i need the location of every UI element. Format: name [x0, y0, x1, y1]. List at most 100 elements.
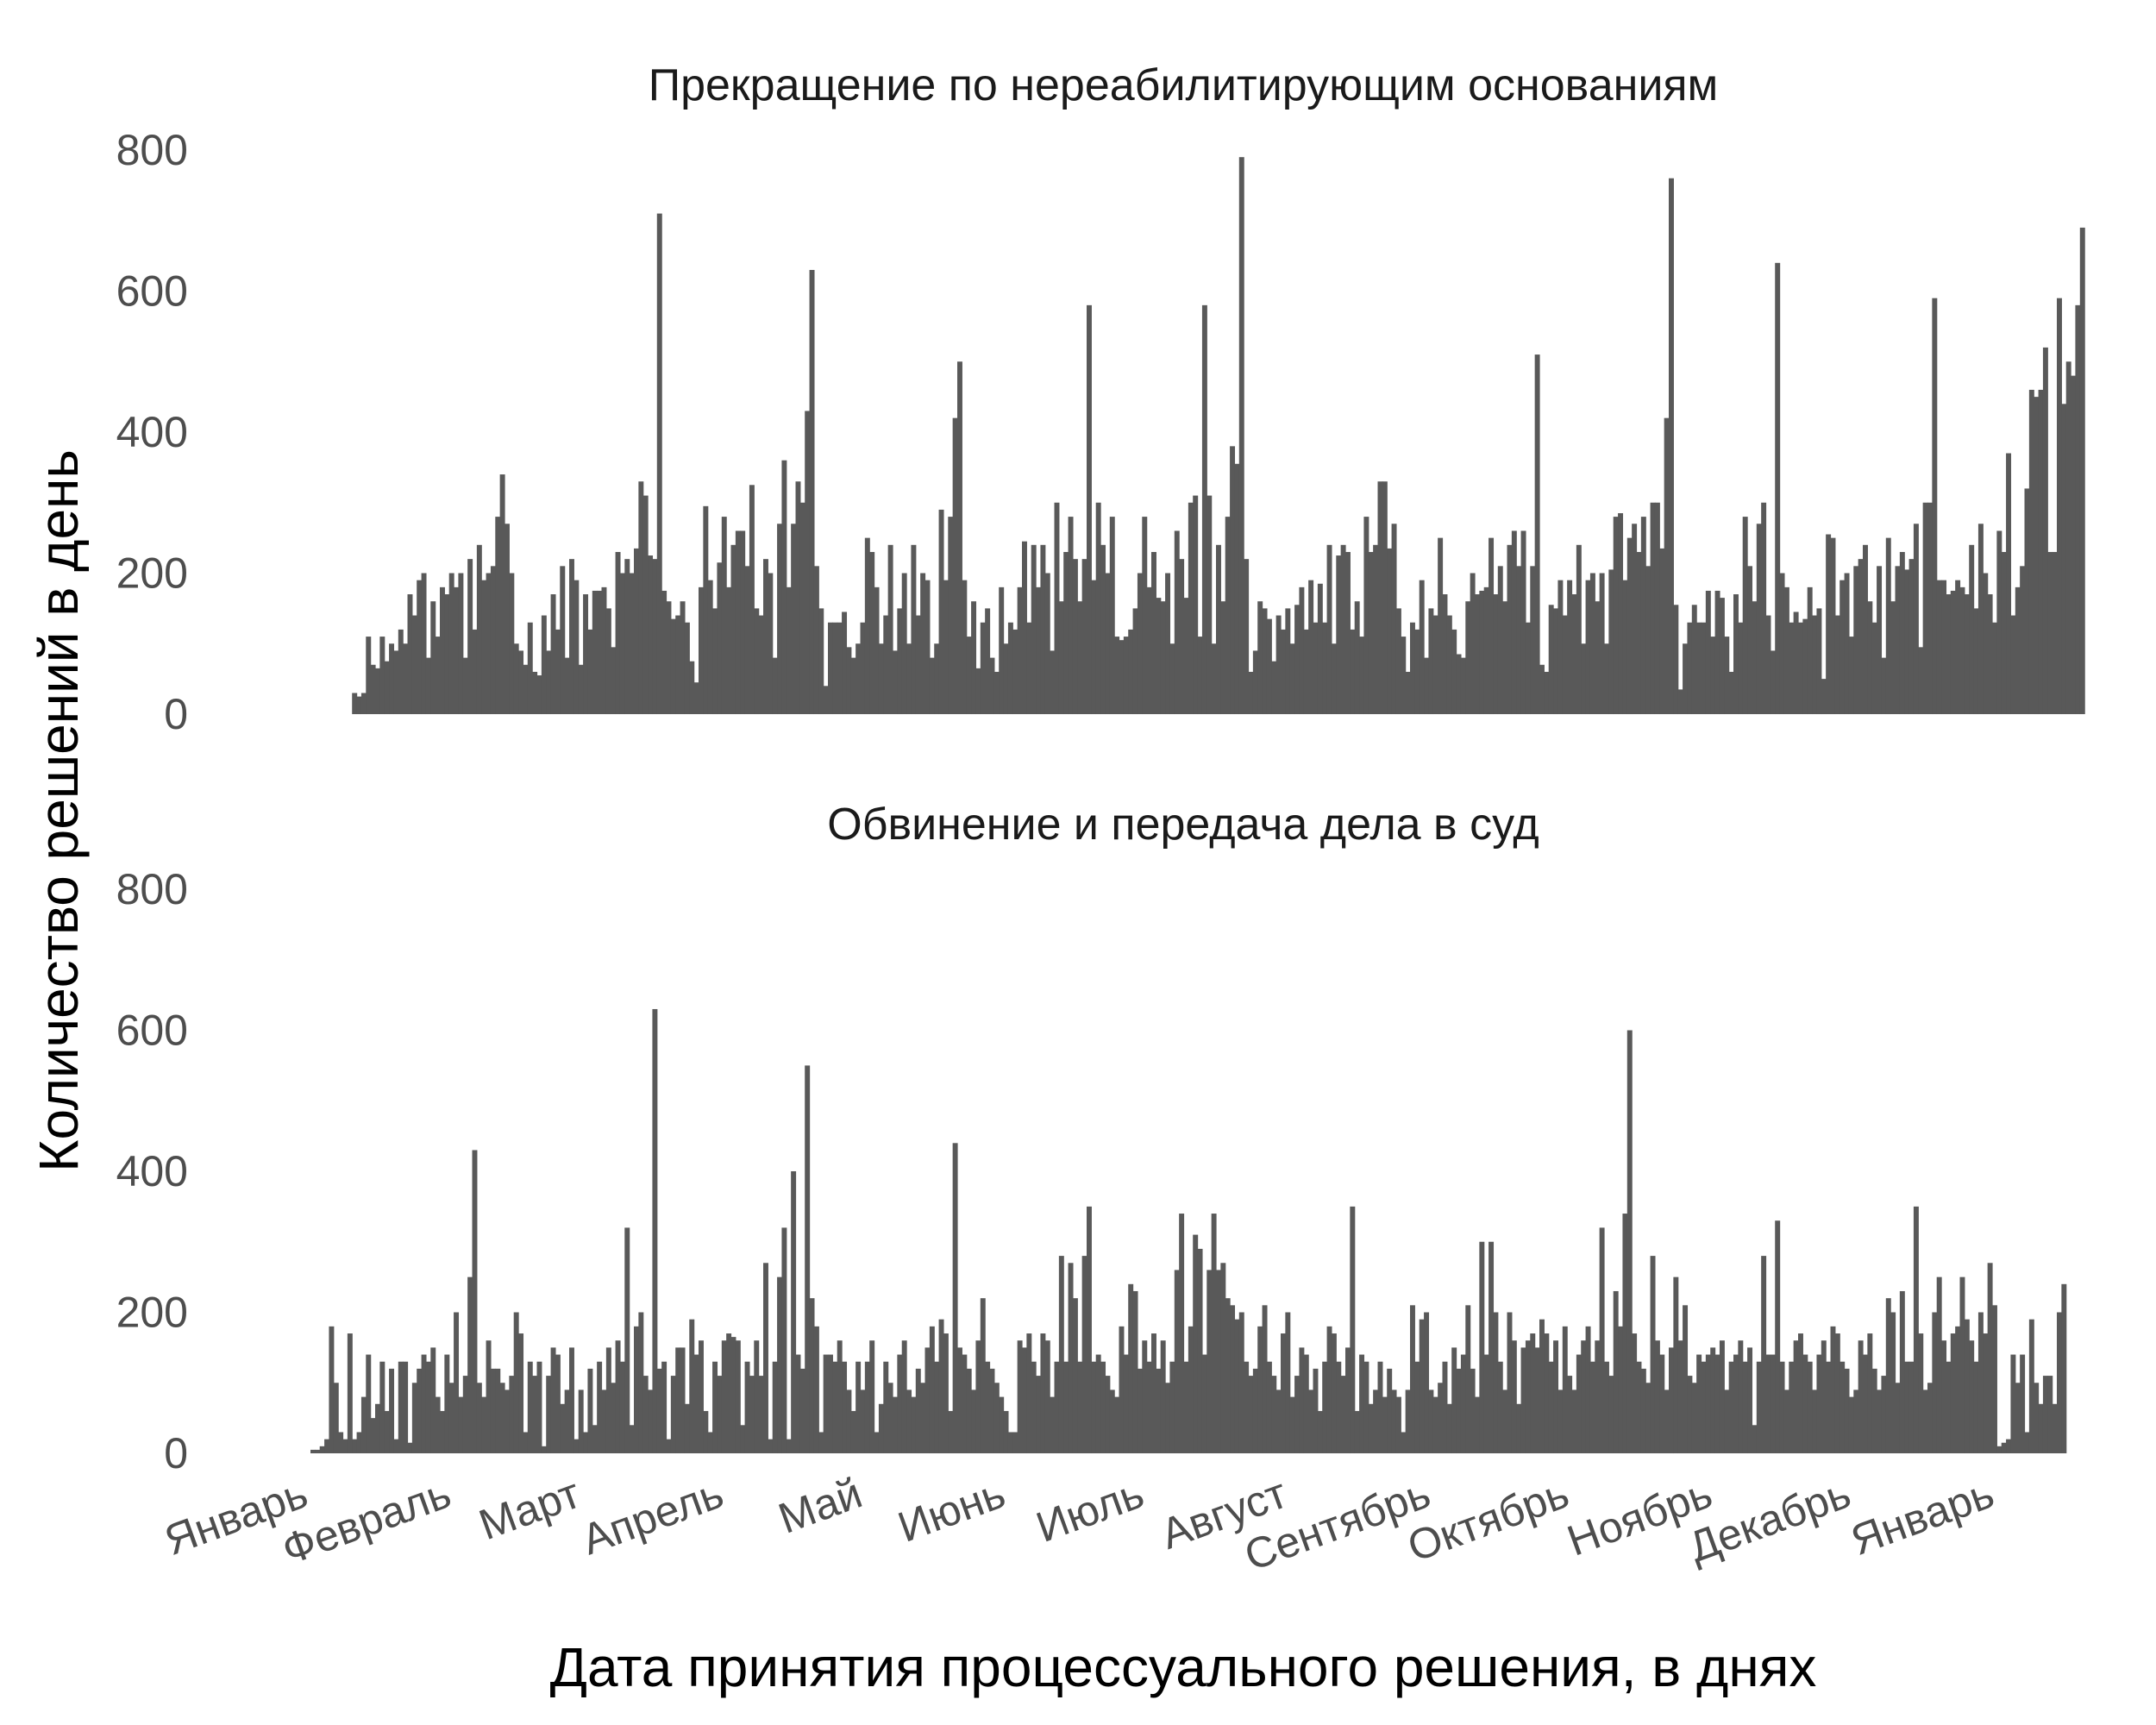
bar [583, 594, 589, 714]
bar [966, 637, 972, 714]
bar [1908, 559, 1915, 714]
bar [818, 608, 824, 715]
bar [1677, 1340, 1683, 1453]
bar [505, 1389, 510, 1453]
bar [1123, 637, 1129, 714]
bar [1451, 629, 1457, 714]
bar [1225, 517, 1231, 714]
bar [1132, 1290, 1138, 1453]
bar [1252, 1368, 1258, 1453]
bar [1262, 1305, 1268, 1453]
bar [1497, 1361, 1503, 1453]
bar [763, 1263, 768, 1453]
bar [1659, 1354, 1665, 1453]
bar [1465, 601, 1471, 714]
bar [1770, 1354, 1776, 1453]
bar [1493, 594, 1499, 714]
bar [670, 618, 676, 714]
bar [1317, 1410, 1323, 1453]
bar [435, 637, 441, 714]
bar [656, 1368, 662, 1453]
bar [856, 643, 862, 714]
bar [993, 1383, 1000, 1453]
bar [1058, 601, 1064, 714]
bar [1479, 590, 1485, 714]
bar [375, 1403, 380, 1453]
bar [1950, 1333, 1956, 1453]
bar [1581, 1340, 1587, 1453]
bar [938, 1319, 944, 1453]
y-axis-bottom: 0 200 400 600 800 [116, 865, 188, 1477]
bar [1275, 615, 1282, 714]
bar [989, 1368, 995, 1453]
bar [2020, 566, 2026, 714]
bar [1747, 1347, 1753, 1454]
bar [458, 1396, 464, 1453]
bar [1188, 502, 1194, 714]
bar [795, 1354, 801, 1453]
bar [699, 1340, 704, 1453]
bar [1031, 1361, 1037, 1453]
bar [1031, 544, 1037, 714]
bar [1077, 1361, 1083, 1453]
bar [1424, 657, 1430, 714]
bar [2065, 361, 2071, 714]
bar [957, 361, 962, 714]
bar [1520, 530, 1526, 714]
bar [1419, 1319, 1425, 1453]
bar [703, 505, 709, 714]
panel-bottom: Обвинение и передача дела в суд 0 200 400 6… [116, 800, 2067, 1477]
bar [1271, 1376, 1277, 1453]
bar [1336, 555, 1342, 714]
bar [486, 1340, 492, 1453]
bar [1160, 601, 1166, 714]
bar [1576, 1354, 1582, 1453]
bar [971, 1389, 977, 1453]
bar [1395, 608, 1401, 715]
bar [454, 586, 460, 714]
bar [661, 590, 667, 714]
bar [1775, 1220, 1781, 1453]
bar [1294, 1376, 1300, 1453]
bar [1137, 573, 1143, 714]
bar [805, 1065, 811, 1454]
bar [754, 1340, 760, 1453]
bar [1567, 580, 1573, 714]
bar [1142, 1340, 1148, 1453]
bar [417, 1368, 423, 1453]
bar [707, 1432, 713, 1453]
bar [943, 580, 949, 714]
bar [689, 1319, 695, 1453]
y-tick-label: 0 [164, 1429, 188, 1477]
bar [1816, 1354, 1822, 1453]
bar [2071, 375, 2077, 714]
bar [421, 573, 427, 714]
bar [1266, 618, 1272, 714]
bar [897, 1354, 903, 1453]
bar [1114, 637, 1120, 714]
bar [1146, 586, 1152, 714]
bar [1959, 1276, 1965, 1454]
bar [430, 601, 436, 714]
bar [1705, 590, 1711, 714]
bar [906, 1389, 912, 1453]
bar [1303, 1354, 1309, 1453]
bar [1169, 643, 1175, 714]
bar [505, 524, 510, 714]
bar [1128, 1283, 1134, 1453]
bar [425, 657, 431, 714]
bar [648, 1389, 654, 1453]
bar [1964, 594, 1970, 714]
bar [929, 1326, 935, 1453]
bar [527, 622, 533, 714]
bar [1313, 622, 1319, 714]
bar [786, 586, 792, 714]
bar [1299, 586, 1305, 714]
bar [1626, 537, 1633, 715]
bar [1701, 1361, 1707, 1453]
bar [499, 474, 505, 714]
bar [532, 1376, 538, 1453]
bar [791, 1171, 797, 1453]
bar [948, 1410, 954, 1453]
